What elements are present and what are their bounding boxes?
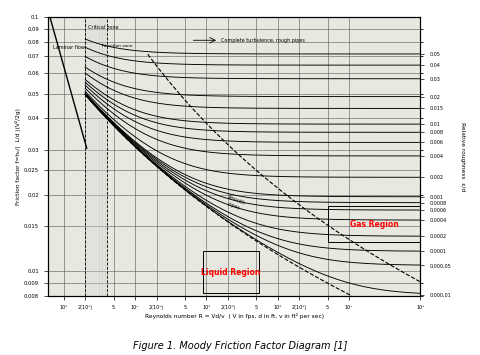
X-axis label: Reynolds number R = Vd/v  ( V in fps, d in ft, v in ft² per sec): Reynolds number R = Vd/v ( V in fps, d i…	[144, 313, 324, 319]
Y-axis label: Relative roughness  ε/d: Relative roughness ε/d	[460, 122, 465, 191]
Bar	[85, 17, 107, 296]
Text: Smooth
pipes: Smooth pipes	[224, 195, 246, 212]
Text: Liquid Region: Liquid Region	[202, 268, 261, 277]
Bar	[203, 251, 259, 293]
Text: Figure 1. Moody Friction Factor Diagram [1]: Figure 1. Moody Friction Factor Diagram …	[133, 342, 347, 351]
Text: Transition zone: Transition zone	[100, 44, 132, 48]
Y-axis label: Friction factor f=hₙ/(  L/d )(V²/2g): Friction factor f=hₙ/( L/d )(V²/2g)	[15, 108, 21, 205]
Bar	[327, 206, 420, 242]
Text: Complete turbulence, rough pipes: Complete turbulence, rough pipes	[221, 38, 305, 43]
Text: Critical zone: Critical zone	[88, 25, 119, 30]
Text: Gas Region: Gas Region	[349, 220, 398, 229]
Text: Laminar flow: Laminar flow	[53, 45, 84, 50]
